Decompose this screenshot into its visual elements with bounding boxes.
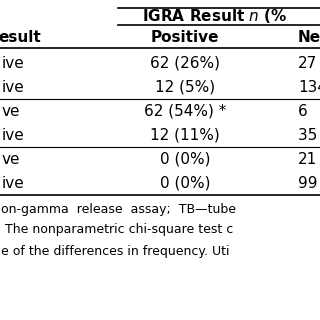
- Text: 99 (: 99 (: [298, 175, 320, 190]
- Text: 134: 134: [298, 79, 320, 94]
- Text: e of the differences in frequency. Uti: e of the differences in frequency. Uti: [1, 244, 229, 258]
- Text: ve: ve: [2, 103, 20, 118]
- Text: 21: 21: [298, 151, 317, 166]
- Text: ve: ve: [2, 151, 20, 166]
- Text: 0 (0%): 0 (0%): [160, 151, 210, 166]
- Text: ive: ive: [2, 127, 25, 142]
- Text: 12 (5%): 12 (5%): [155, 79, 215, 94]
- Text: IGRA Result $n$ (%: IGRA Result $n$ (%: [142, 7, 288, 25]
- Text: The nonparametric chi-square test c: The nonparametric chi-square test c: [1, 223, 233, 236]
- Text: 12 (11%): 12 (11%): [150, 127, 220, 142]
- Text: 27: 27: [298, 55, 317, 70]
- Text: 62 (54%) *: 62 (54%) *: [144, 103, 226, 118]
- Text: ive: ive: [2, 55, 25, 70]
- Text: 62 (26%): 62 (26%): [150, 55, 220, 70]
- Text: ive: ive: [2, 79, 25, 94]
- Text: on-gamma  release  assay;  TB—tube: on-gamma release assay; TB—tube: [1, 203, 236, 215]
- Text: Positive: Positive: [151, 29, 219, 44]
- Text: ive: ive: [2, 175, 25, 190]
- Text: 35 (: 35 (: [298, 127, 320, 142]
- Text: Ne: Ne: [298, 29, 320, 44]
- Text: 6: 6: [298, 103, 308, 118]
- Text: 0 (0%): 0 (0%): [160, 175, 210, 190]
- Text: esult: esult: [0, 29, 41, 44]
